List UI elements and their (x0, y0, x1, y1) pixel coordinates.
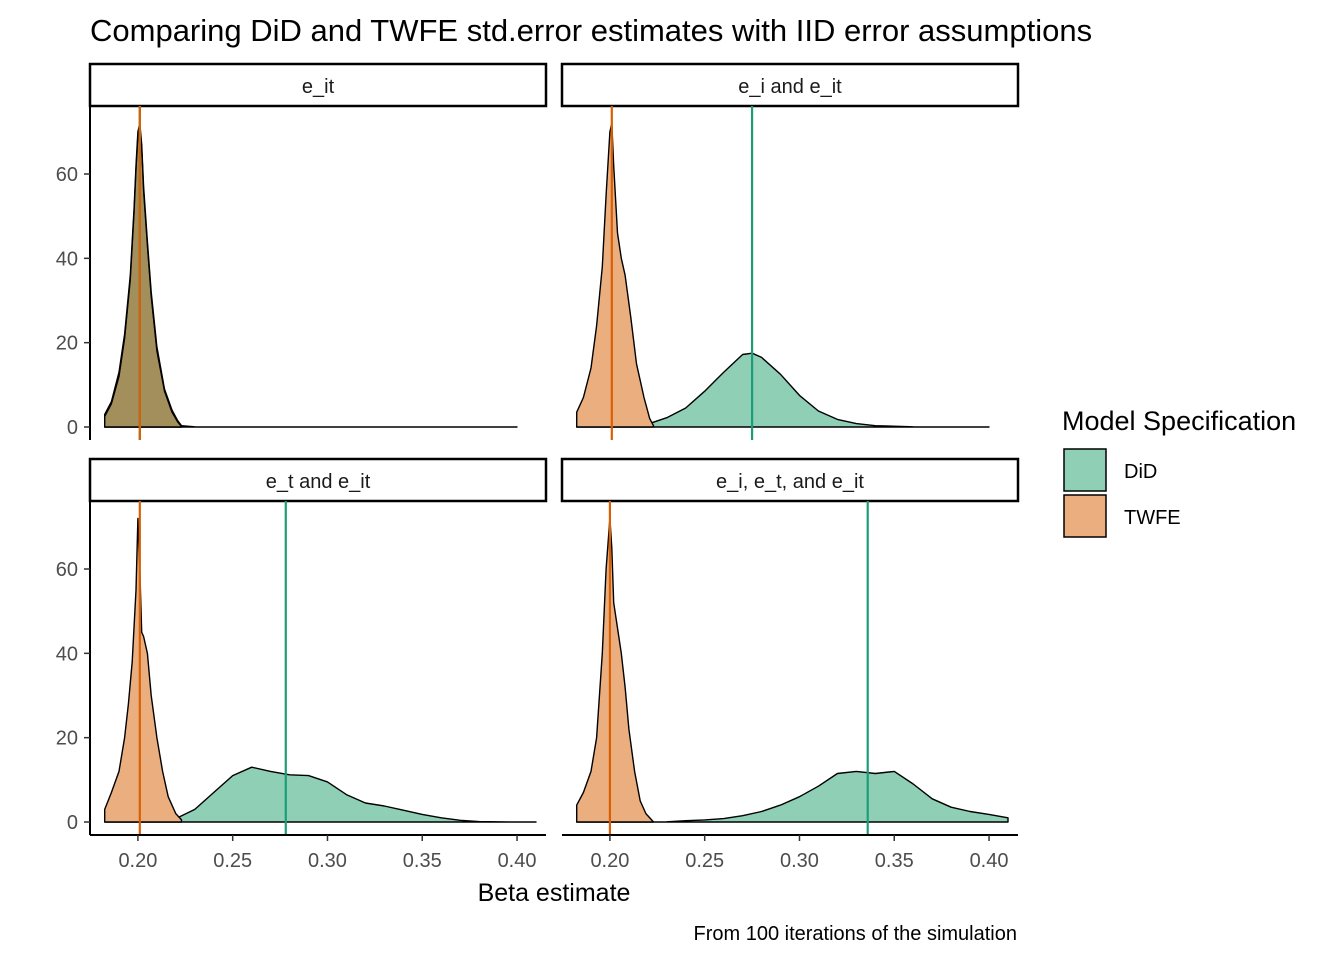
facet-strip-label: e_it (302, 76, 335, 98)
legend-key-twfe (1063, 494, 1107, 538)
facet-strip-label: e_t and e_it (266, 471, 371, 493)
facet-panel: e_it 0 20 40 60 (56, 62, 548, 440)
legend-title: Model Specification (1062, 406, 1296, 436)
facet-strip (88, 457, 548, 503)
y-tick-label: 60 (56, 559, 78, 581)
facet-panel: e_i, e_t, and e_it 0.20 0.25 0.30 0.35 0.40 (560, 457, 1020, 872)
chart-title: Comparing DiD and TWFE std.error estimat… (90, 13, 1092, 48)
y-tick-label: 40 (56, 248, 78, 270)
x-tick-label: 0.25 (213, 850, 252, 872)
density-twfe (104, 517, 183, 823)
legend: Model Specification DiD TWFE (1062, 406, 1296, 538)
legend-label-did: DiD (1124, 461, 1157, 483)
x-tick-label: 0.35 (403, 850, 442, 872)
x-tick-label: 0.20 (118, 850, 157, 872)
facet-panel: e_i and e_it (560, 62, 1020, 440)
facet-strip (560, 62, 1020, 108)
x-tick-label: 0.40 (970, 850, 1009, 872)
y-tick-label: 40 (56, 643, 78, 665)
facet-strip-label: e_i and e_it (738, 76, 842, 98)
facet-strip (88, 62, 548, 108)
y-tick-label: 20 (56, 333, 78, 355)
y-tick-label: 0 (67, 417, 78, 439)
density-did (576, 770, 1009, 823)
y-tick-label: 60 (56, 164, 78, 186)
x-tick-label: 0.25 (685, 850, 724, 872)
density-twfe (576, 517, 655, 823)
density-twfe (576, 122, 655, 428)
x-tick-label: 0.30 (780, 850, 819, 872)
facet-panel: e_t and e_it 0 20 40 60 0.20 0.25 0.30 0.35 0.40 (56, 457, 548, 872)
y-tick-label: 0 (67, 812, 78, 834)
chart-caption: From 100 iterations of the simulation (694, 923, 1018, 945)
density-did (576, 352, 990, 428)
x-tick-label: 0.35 (875, 850, 914, 872)
facet-panels: e_it 0 20 40 60 e_i and e_it e_t and e_it 0 20 40… (56, 62, 1020, 872)
x-tick-label: 0.40 (498, 850, 537, 872)
density-overlap (104, 127, 183, 428)
x-axis-title: Beta estimate (478, 879, 631, 907)
x-tick-label: 0.30 (308, 850, 347, 872)
facet-strip (560, 457, 1020, 503)
facet-strip-label: e_i, e_t, and e_it (716, 471, 864, 493)
y-tick-label: 20 (56, 728, 78, 750)
x-tick-label: 0.20 (590, 850, 629, 872)
density-did (104, 122, 518, 428)
legend-label-twfe: TWFE (1124, 507, 1181, 529)
legend-key-did (1063, 448, 1107, 492)
